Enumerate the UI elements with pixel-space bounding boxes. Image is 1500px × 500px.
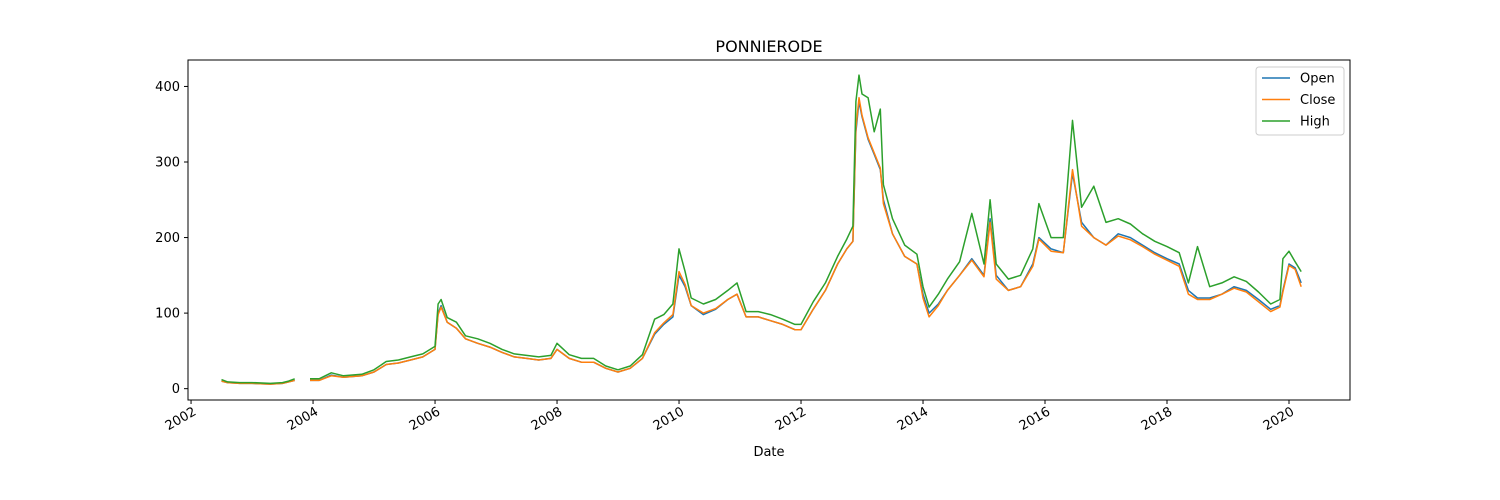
y-axis: 0 100 200 300 400 [155, 80, 188, 397]
series-line-close-segment-2 [310, 97, 1302, 382]
legend-label-close: Close [1300, 93, 1335, 108]
x-tick-label: 2004 [285, 404, 321, 434]
y-tick-label: 0 [172, 382, 180, 397]
series-line-open-segment-2 [310, 100, 1302, 382]
x-tick-label: 2018 [1139, 404, 1175, 434]
chart-title: PONNIERODE [715, 37, 822, 56]
legend-label-high: High [1300, 115, 1330, 130]
legend-label-open: Open [1300, 72, 1335, 87]
x-tick-label: 2008 [529, 404, 565, 434]
x-tick-label: 2006 [407, 404, 443, 434]
plot-frame [187, 59, 1351, 401]
y-tick-label: 200 [155, 231, 180, 246]
x-tick-label: 2014 [895, 404, 931, 434]
y-tick-label: 100 [155, 307, 180, 322]
x-tick-label: 2010 [651, 404, 687, 434]
x-axis: 2002 2004 2006 2008 2010 2012 2014 2016 2018 2020 [163, 400, 1297, 434]
x-axis-label: Date [753, 445, 784, 460]
series-line-high-segment-2 [310, 74, 1302, 380]
x-tick-label: 2012 [773, 404, 809, 434]
y-tick-label: 400 [155, 80, 180, 95]
x-tick-label: 2020 [1261, 404, 1297, 434]
plot-lines [221, 74, 1302, 385]
legend-box [1255, 66, 1345, 136]
y-tick-label: 300 [155, 156, 180, 171]
x-tick-label: 2002 [163, 404, 199, 434]
legend: Open Close High [1255, 66, 1345, 136]
series-line-high-segment-1 [221, 378, 295, 385]
x-tick-label: 2016 [1017, 404, 1053, 434]
